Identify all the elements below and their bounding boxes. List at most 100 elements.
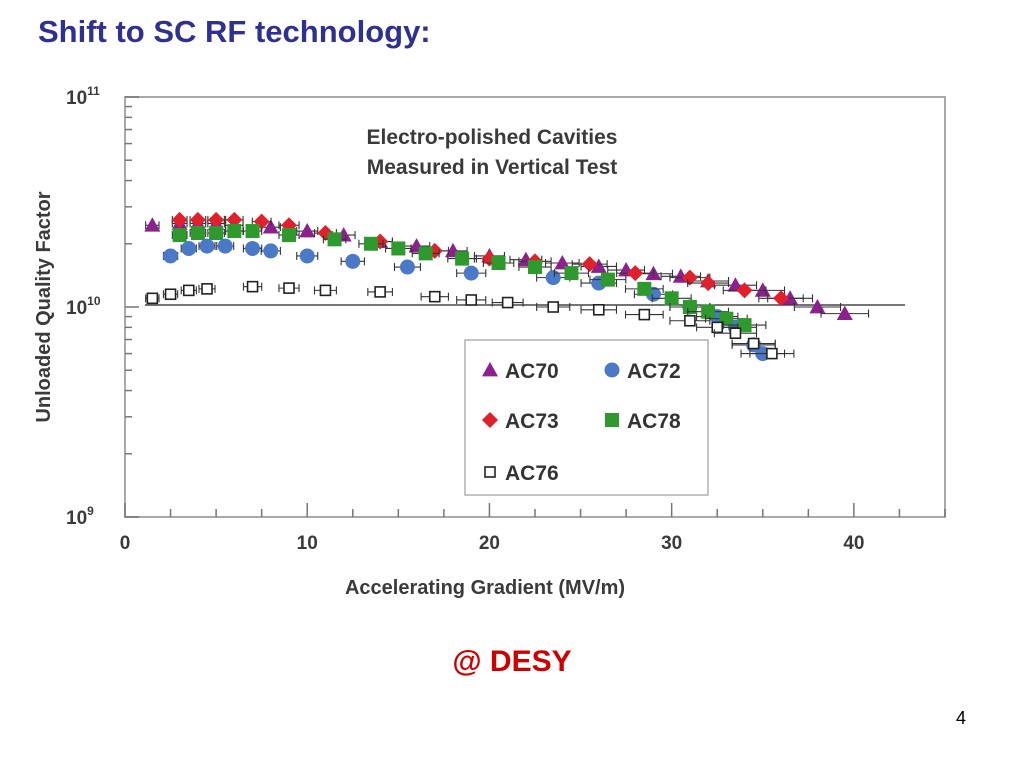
series-ac76 [145, 280, 795, 360]
data-point [208, 211, 225, 228]
data-point [736, 282, 753, 299]
legend-marker [482, 412, 498, 428]
y-tick-label: 1010 [66, 294, 101, 319]
data-point [637, 281, 652, 296]
data-point [364, 236, 378, 251]
data-point [245, 224, 260, 239]
data-point [146, 292, 159, 305]
data-point [428, 290, 441, 303]
y-axis-ticks: 109 1010 1011 [66, 84, 139, 529]
data-point [592, 303, 605, 316]
data-point [253, 213, 270, 230]
legend-label: AC70 [505, 360, 559, 383]
q-vs-gradient-chart: 109 1010 1011 0 10 20 30 40 Electro-polished C… [33, 84, 946, 599]
data-point [144, 217, 161, 232]
data-point [465, 294, 478, 306]
data-point [545, 270, 561, 286]
legend-item-ac78: AC78 [605, 410, 681, 433]
data-point [282, 228, 296, 243]
data-point [181, 240, 197, 256]
desy-footnote: @ DESY [452, 645, 572, 678]
data-point [201, 283, 213, 295]
data-point [319, 284, 332, 297]
data-point [299, 248, 315, 264]
legend: AC70 AC72 AC73 AC78 AC76 [464, 339, 709, 496]
legend-marker [482, 362, 498, 377]
data-point [547, 301, 560, 313]
y-tick-label: 1011 [66, 84, 100, 109]
data-point [664, 291, 679, 306]
data-point [245, 240, 261, 256]
legend-marker [604, 362, 620, 378]
data-point [773, 290, 789, 307]
legend-item-ac76: AC76 [484, 462, 559, 485]
data-point [217, 238, 233, 254]
data-point [418, 246, 433, 261]
data-point [701, 304, 716, 319]
data-point [491, 256, 506, 271]
data-point [227, 224, 242, 239]
legend-label: AC76 [505, 462, 559, 485]
data-point [528, 260, 542, 275]
legend-box [464, 339, 709, 496]
data-point [590, 258, 607, 273]
data-point [163, 248, 179, 264]
data-point [190, 226, 205, 241]
data-point [554, 255, 571, 270]
data-point [711, 321, 724, 334]
data-point [226, 211, 243, 228]
data-point [729, 327, 742, 340]
data-point [627, 265, 644, 282]
page-number: 4 [955, 708, 966, 728]
data-point [747, 337, 760, 350]
data-point [246, 280, 259, 293]
x-tick-label: 40 [843, 533, 864, 554]
data-point [681, 269, 698, 286]
data-point [262, 219, 279, 234]
data-point [564, 266, 579, 281]
data-point [836, 305, 853, 321]
x-axis-ticks: 0 10 20 30 40 [120, 503, 946, 554]
x-tick-label: 30 [661, 533, 682, 554]
data-point [327, 232, 342, 247]
chart-title: Electro-polished Cavities [367, 126, 618, 149]
series-layer [144, 211, 870, 362]
x-tick-label: 20 [479, 533, 500, 554]
data-point [766, 347, 778, 360]
legend-label: AC78 [627, 410, 681, 433]
legend-label: AC73 [505, 410, 559, 433]
x-tick-label: 10 [297, 533, 318, 554]
data-point [182, 284, 195, 297]
data-point [501, 296, 514, 309]
data-point [700, 275, 717, 292]
data-point [754, 282, 771, 297]
data-point [684, 314, 696, 327]
data-point [299, 223, 316, 238]
data-point [209, 226, 224, 241]
data-point [455, 251, 470, 266]
x-tick-label: 0 [120, 533, 131, 554]
legend-items: AC70 AC72 AC73 AC78 AC76 [482, 360, 681, 485]
legend-marker [484, 466, 496, 478]
data-point [600, 272, 615, 287]
y-axis-label: Unloaded Quality Factor [33, 191, 55, 422]
data-point [399, 259, 415, 275]
data-point [391, 241, 406, 256]
data-point [263, 243, 279, 259]
data-point [345, 253, 361, 269]
x-axis-label: Accelerating Gradient (MV/m) [345, 577, 625, 599]
series-ac78 [171, 224, 767, 333]
data-point [171, 211, 188, 228]
data-point [189, 211, 206, 228]
legend-item-ac70: AC70 [482, 360, 559, 383]
legend-marker [605, 413, 619, 427]
legend-item-ac72: AC72 [604, 360, 681, 383]
data-point [374, 286, 386, 298]
slide-title: Shift to SC RF technology: [38, 14, 431, 49]
data-point [164, 288, 177, 301]
data-point [463, 265, 479, 281]
data-point [172, 228, 187, 243]
data-point [638, 308, 651, 321]
data-point [283, 282, 295, 294]
data-point [682, 300, 697, 314]
